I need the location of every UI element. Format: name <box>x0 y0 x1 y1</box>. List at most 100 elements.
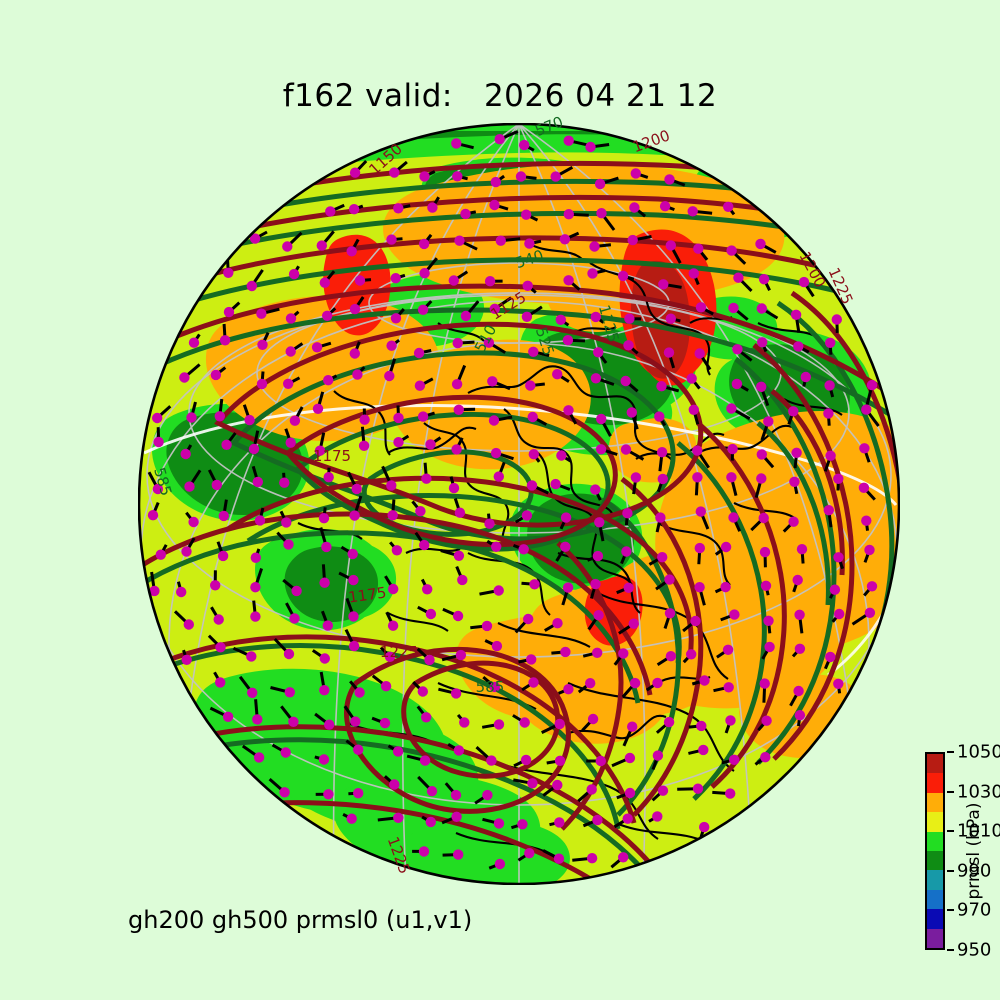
wind-barb <box>448 270 469 286</box>
colorbar-tick <box>947 751 954 753</box>
colorbar-tick <box>947 949 954 951</box>
wind-barb <box>555 314 570 327</box>
wind-barb <box>693 243 709 261</box>
wind-barb <box>630 472 642 495</box>
wind-barb <box>311 341 332 353</box>
wind-barb <box>186 401 197 423</box>
wind-barb <box>347 471 362 495</box>
wind-barb <box>349 296 365 315</box>
wind-barb <box>393 203 411 214</box>
wind-barb <box>393 434 410 448</box>
wind-barb <box>495 235 521 246</box>
wind-barb <box>720 609 740 622</box>
wind-barb <box>427 196 440 213</box>
wind-barb <box>712 788 736 799</box>
wind-barb <box>181 537 196 557</box>
wind-barb <box>629 202 647 218</box>
wind-barb <box>823 505 834 528</box>
wind-barb <box>460 208 477 220</box>
wind-barb <box>389 541 403 556</box>
wind-barb <box>221 432 237 450</box>
wind-barb <box>346 238 360 257</box>
wind-barb <box>387 744 404 757</box>
wind-barb <box>180 444 193 460</box>
wind-barb <box>620 444 645 461</box>
wind-barb <box>732 344 753 362</box>
orthographic-map-svg[interactable] <box>138 123 900 885</box>
wind-barb <box>617 270 635 282</box>
wind-barb <box>552 369 570 383</box>
wind-barb <box>563 405 578 425</box>
wind-barb <box>319 270 336 288</box>
colorbar-tick-labels: 1050 1030 1010 990 970 950 <box>957 742 1000 961</box>
wind-barb <box>246 269 264 292</box>
wind-barb <box>665 313 681 324</box>
map-globe[interactable]: 1200 1150 570 1200 1225 1125 510 540 525 1175 585 1… <box>138 113 900 885</box>
wind-barb <box>349 495 363 521</box>
wind-barb <box>322 307 337 321</box>
wind-barb <box>147 502 160 521</box>
wind-barb <box>484 276 503 287</box>
wind-barb <box>863 544 875 563</box>
colorbar-tick <box>947 790 954 793</box>
wind-barb <box>314 712 335 730</box>
wind-barb <box>254 507 266 526</box>
wind-barb <box>483 337 506 354</box>
wind-barb <box>682 615 701 633</box>
wind-barb <box>414 531 430 551</box>
wind-barb <box>512 543 529 555</box>
wind-barb <box>414 377 434 391</box>
wind-barb <box>758 274 771 291</box>
wind-barb <box>447 742 465 756</box>
wind-barb <box>756 449 775 469</box>
wind-barb <box>271 743 291 758</box>
wind-barb <box>416 647 435 666</box>
wind-barb <box>486 539 502 552</box>
wind-barb <box>792 574 803 593</box>
wind-barb <box>312 391 325 414</box>
wind-barb <box>490 174 505 188</box>
wind-barb <box>755 238 777 254</box>
wind-barb <box>559 512 572 530</box>
wind-barb <box>242 404 255 426</box>
wind-barb <box>654 411 667 427</box>
wind-barb <box>858 482 876 501</box>
wind-barb <box>651 750 664 770</box>
wind-barb <box>861 404 880 427</box>
wind-barb <box>623 340 639 355</box>
wind-barb <box>285 342 304 357</box>
wind-barb <box>452 337 475 349</box>
wind-barb <box>613 648 629 666</box>
colorbar-band-6 <box>927 870 943 890</box>
wind-barb <box>149 571 160 597</box>
wind-barb <box>542 849 565 864</box>
wind-barb <box>556 450 572 463</box>
wind-barb <box>692 472 703 496</box>
wind-barb <box>716 644 734 659</box>
wind-barb <box>589 241 612 252</box>
wind-barb <box>658 279 682 290</box>
wind-barb <box>252 699 263 725</box>
wind-barb <box>582 647 603 658</box>
wind-barb <box>551 646 571 658</box>
wind-barb <box>475 745 497 766</box>
wind-barb <box>577 678 596 694</box>
wind-barb <box>420 578 433 595</box>
wind-barb <box>181 649 192 665</box>
wind-barb <box>345 739 364 755</box>
wind-barb <box>542 779 563 797</box>
wind-barb <box>563 209 589 220</box>
colorbar-band-7 <box>927 889 943 910</box>
colorbar[interactable] <box>925 752 945 950</box>
wind-barb <box>448 476 460 494</box>
wind-barb <box>589 578 601 599</box>
wind-barb <box>528 346 550 357</box>
wind-barb <box>663 347 676 369</box>
wind-barb <box>288 265 300 280</box>
wind-barb <box>488 858 506 870</box>
wind-barb <box>794 710 806 727</box>
wind-barb <box>782 516 799 533</box>
colorbar-band-2 <box>927 792 943 813</box>
wind-barb <box>831 608 845 623</box>
wind-barb <box>383 775 400 790</box>
